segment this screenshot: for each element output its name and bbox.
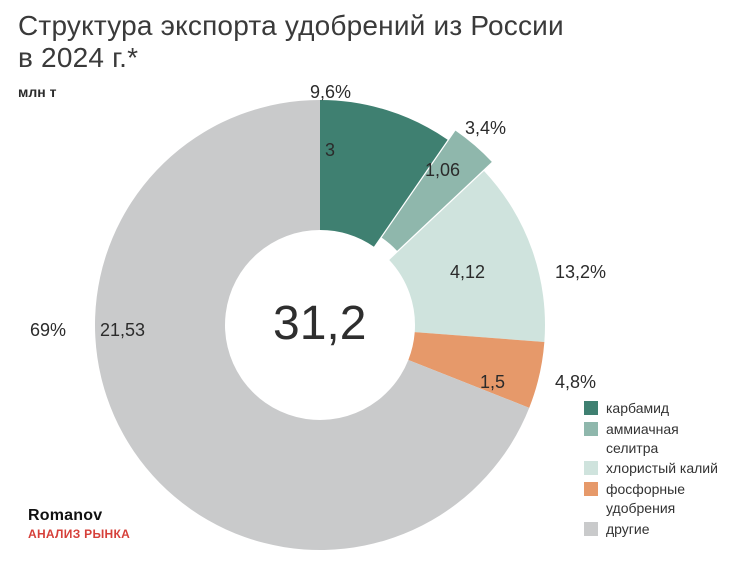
legend-swatch-phos (584, 482, 598, 496)
pct-label-other: 69% (30, 320, 66, 341)
legend-swatch-urea (584, 401, 598, 415)
legend-label-amm_nitr: аммиачная селитра (606, 420, 731, 458)
legend-item-amm_nitr: аммиачная селитра (584, 420, 731, 458)
value-label-amm_nitr: 1,06 (425, 160, 460, 181)
unit-label: млн т (18, 84, 56, 100)
value-label-phos: 1,5 (480, 372, 505, 393)
legend-label-urea: карбамид (606, 399, 669, 418)
chart-title: Структура экспорта удобрений из России в… (18, 10, 564, 74)
legend-item-urea: карбамид (584, 399, 731, 418)
pct-label-kcl: 13,2% (555, 262, 606, 283)
legend-swatch-kcl (584, 461, 598, 475)
legend-label-other: другие (606, 520, 650, 539)
legend-item-phos: фосфорные удобрения (584, 480, 731, 518)
title-line2: в 2024 г.* (18, 42, 138, 73)
title-line1: Структура экспорта удобрений из России (18, 10, 564, 41)
value-label-other: 21,53 (100, 320, 145, 341)
pct-label-amm_nitr: 3,4% (465, 118, 506, 139)
source-subtitle: АНАЛИЗ РЫНКА (28, 527, 130, 541)
value-label-urea: 3 (325, 140, 335, 161)
source-name: Romanov (28, 507, 130, 525)
pct-label-phos: 4,8% (555, 372, 596, 393)
legend-label-kcl: хлористый калий (606, 459, 718, 478)
legend-item-kcl: хлористый калий (584, 459, 731, 478)
legend-swatch-amm_nitr (584, 422, 598, 436)
legend-label-phos: фосфорные удобрения (606, 480, 731, 518)
pct-label-urea: 9,6% (310, 82, 351, 103)
legend: карбамид аммиачная селитрахлористый калий… (584, 399, 731, 541)
legend-item-other: другие (584, 520, 731, 539)
infographic-root: { "title_line1": "Структура экспорта удо… (0, 0, 755, 571)
value-label-kcl: 4,12 (450, 262, 485, 283)
source-block: Romanov АНАЛИЗ РЫНКА (28, 507, 130, 541)
legend-swatch-other (584, 522, 598, 536)
center-total: 31,2 (273, 296, 366, 351)
